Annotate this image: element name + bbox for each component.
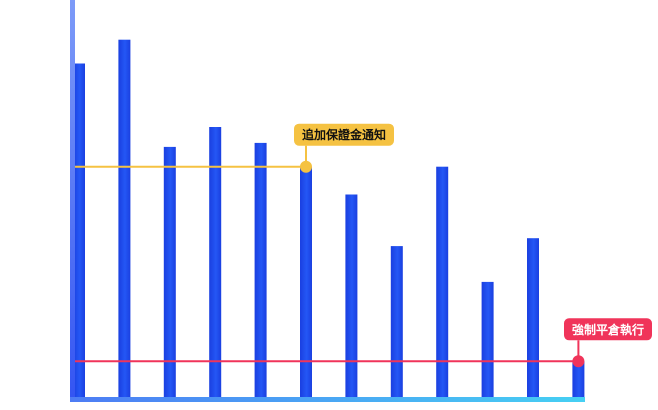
bar (527, 238, 539, 397)
bar (481, 281, 494, 397)
threshold-badge (294, 123, 394, 146)
bar (436, 166, 449, 397)
threshold-badge (564, 318, 652, 341)
bar (345, 194, 358, 397)
x-axis-baseline (70, 397, 585, 402)
bar (163, 146, 176, 397)
bar (572, 361, 585, 397)
bar (209, 127, 222, 397)
bar (254, 142, 267, 397)
bars-group (73, 39, 585, 397)
bar (300, 166, 312, 397)
threshold-2: 強制平倉執行 (75, 318, 652, 368)
threshold-marker (300, 160, 312, 173)
bar (73, 63, 85, 397)
threshold-label: 追加保證金通知 (302, 127, 386, 142)
threshold-1: 追加保證金通知 (75, 123, 394, 173)
y-axis (70, 0, 75, 402)
threshold-label: 強制平倉執行 (572, 322, 644, 337)
bar (390, 246, 403, 397)
threshold-marker (572, 355, 585, 368)
bar (118, 39, 131, 397)
